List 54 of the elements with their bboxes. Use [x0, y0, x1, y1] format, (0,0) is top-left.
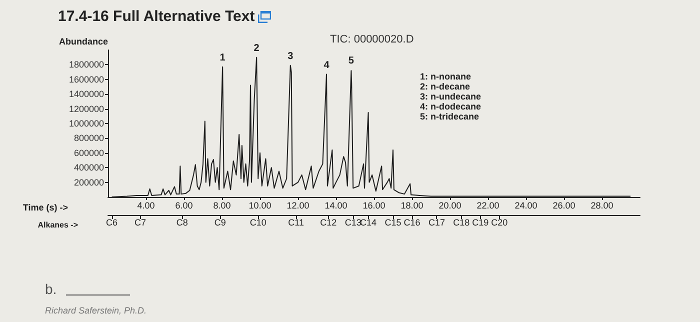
- y-tick-label: 1600000: [68, 74, 104, 84]
- text: TIC: 00000020.D: [330, 34, 414, 46]
- ref-line-label: C6: [106, 218, 118, 228]
- ref-line-label: C17: [428, 218, 445, 228]
- ref-line-label: C10: [250, 218, 266, 228]
- y-tick-label: 400000: [74, 162, 104, 173]
- x-axis-title: Time (s) ->: [22, 202, 68, 212]
- x-tick-label: 28.00: [590, 200, 614, 210]
- y-tick-label: 200000: [74, 177, 104, 188]
- y-tick-label: 800000: [74, 133, 104, 144]
- ref-line-label: C8: [176, 218, 188, 228]
- x-tick-label: 10.00: [248, 200, 272, 210]
- annotation: 5: [348, 56, 354, 67]
- ref-line-label: C15: [384, 218, 402, 228]
- annotation: 5: n-tridecane: [420, 112, 480, 122]
- x-tick-label: 18.00: [400, 200, 424, 210]
- ref-line-label: C19: [472, 218, 489, 228]
- text: b.: [45, 281, 57, 297]
- annotation: 3: [288, 50, 294, 62]
- ref-line-label: C7: [134, 218, 146, 228]
- x-tick-label: 26.00: [552, 200, 576, 210]
- y-axis-title: Abundance: [58, 36, 108, 46]
- annotation: 2: n-decane: [420, 82, 470, 92]
- x-tick-label: 12.00: [286, 200, 310, 210]
- y-tick-label: 1000000: [68, 118, 104, 128]
- x-tick-label: 6.00: [175, 200, 193, 210]
- ref-line-label: C9: [214, 218, 226, 228]
- annotation: 3: n-undecane: [420, 92, 482, 102]
- text: Richard Saferstein, Ph.D.: [45, 306, 147, 316]
- ref-line-label: C14: [360, 218, 377, 228]
- annotation: 1: [220, 52, 226, 64]
- y-tick-label: 1800000: [68, 60, 104, 70]
- ref-line-label: C12: [320, 218, 337, 228]
- ref-line-label: C18: [453, 218, 470, 228]
- x-tick-label: 4.00: [137, 200, 155, 210]
- annotation: 2: [254, 42, 260, 54]
- ref-line-label: C20: [491, 218, 508, 228]
- ref-line-label: C13: [344, 218, 362, 228]
- ref-line-label: C11: [288, 218, 304, 228]
- x-tick-label: 24.00: [514, 200, 538, 210]
- y-tick-label: 600000: [74, 148, 104, 158]
- x-tick-label: 16.00: [362, 200, 386, 210]
- x-tick-label: 22.00: [476, 200, 500, 210]
- x-tick-label: 20.00: [438, 200, 462, 210]
- y-tick-label: 1400000: [68, 89, 104, 100]
- x-tick-label: 8.00: [213, 200, 231, 210]
- chart-title: 17.4-16 Full Alternative Text: [58, 8, 255, 25]
- x2-axis-title: Alkanes ->: [38, 220, 78, 230]
- annotation: 4: n-dodecane: [420, 102, 482, 112]
- ref-line-label: C16: [404, 218, 420, 228]
- y-tick-label: 1200000: [68, 104, 104, 114]
- x-tick-label: 14.00: [324, 200, 348, 210]
- annotation: 1: n-nonane: [420, 72, 471, 82]
- annotation: 4: [324, 60, 330, 71]
